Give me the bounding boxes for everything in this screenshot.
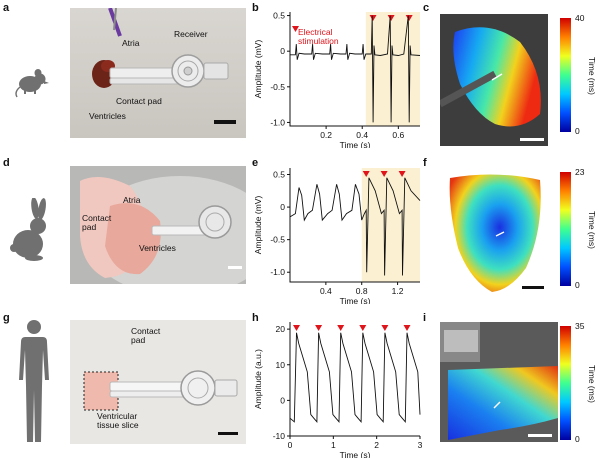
stimulation-marker (369, 15, 377, 21)
rabbit-icon (10, 198, 46, 261)
colorbar-min-f: 0 (575, 280, 580, 290)
trace-line (289, 332, 421, 423)
label-receiver-a: Receiver (174, 29, 208, 39)
x-axis-label: Time (s) (340, 450, 371, 458)
panel-letter-d: d (3, 157, 10, 169)
panel-g-photo (70, 320, 246, 444)
panel-letter-i: i (423, 312, 427, 324)
stimulation-marker (405, 15, 413, 21)
chart-axes (289, 168, 420, 283)
panel-c-colorbar (560, 18, 571, 132)
y-tick-label: -0.5 (270, 235, 285, 245)
label-contact-pad-a: Contact pad (116, 96, 162, 106)
colorbar-max-c: 40 (575, 13, 585, 23)
y-tick-label: -1.0 (270, 267, 285, 277)
trace-line (289, 177, 421, 276)
stimulation-marker (398, 171, 406, 177)
y-tick-label: 0 (280, 202, 285, 212)
x-tick-label: 0.4 (356, 130, 368, 140)
label-atria-d: Atria (123, 195, 141, 205)
y-axis-label: Amplitude (mV) (253, 196, 263, 255)
stimulation-marker (380, 171, 388, 177)
stimulation-marker (387, 15, 395, 21)
panel-e-chart: 0.4 0.8 1.2 0.5 0 -0.5 -1.0 Time (s) Amplitude (… (253, 168, 421, 304)
y-tick-label: 0.5 (273, 11, 285, 21)
label-ventricles-a: Ventricles (89, 111, 126, 121)
panel-d-photo (70, 166, 246, 284)
y-axis-label: Amplitude (a.u.) (253, 349, 263, 409)
trace-line (290, 15, 421, 123)
stimulation-annotation: Electrical stimulation (298, 27, 339, 46)
colorbar-title-f: Time (ms) (587, 211, 597, 249)
y-tick-label: -1.0 (270, 117, 285, 127)
x-tick-label: 1 (331, 440, 336, 450)
x-tick-label: 2 (374, 440, 379, 450)
panel-letter-f: f (423, 157, 427, 169)
colorbar-title-c: Time (ms) (587, 57, 597, 95)
stimulation-highlight (361, 168, 420, 282)
x-tick-label: 0.2 (320, 130, 332, 140)
panel-f-activation-map (440, 168, 548, 298)
label-atria-a: Atria (122, 38, 140, 48)
colorbar-title-i: Time (ms) (587, 365, 597, 403)
chart-axes (289, 12, 420, 127)
x-axis-label: Time (s) (340, 296, 371, 304)
x-tick-label: 0.8 (356, 286, 368, 296)
colorbar-max-f: 23 (575, 167, 585, 177)
x-axis-label: Time (s) (340, 140, 371, 148)
panel-letter-e: e (252, 157, 259, 169)
y-tick-label: 20 (276, 324, 286, 334)
stimulation-highlight (365, 12, 420, 126)
panel-letter-h: h (252, 312, 259, 324)
label-contact-pad-g: Contact pad (131, 326, 161, 345)
x-tick-label: 0.4 (320, 286, 332, 296)
panel-c-activation-map (440, 14, 548, 146)
x-tick-label: 3 (418, 440, 423, 450)
label-contact-pad-d: Contact pad (82, 213, 112, 232)
colorbar-min-i: 0 (575, 434, 580, 444)
colorbar-max-i: 35 (575, 321, 585, 331)
panel-i-colorbar (560, 326, 571, 440)
x-tick-label: 0 (288, 440, 293, 450)
y-tick-label: -10 (273, 431, 286, 441)
stimulation-marker (403, 325, 411, 331)
mouse-icon (15, 69, 49, 98)
stimulation-marker (293, 325, 300, 331)
y-tick-label: 0.5 (273, 170, 285, 180)
panel-letter-c: c (423, 2, 430, 14)
y-tick-label: 10 (276, 360, 286, 370)
y-tick-label: -0.5 (270, 82, 285, 92)
stimulation-marker (381, 325, 389, 331)
x-tick-label: 0.6 (392, 130, 404, 140)
panel-letter-a: a (3, 2, 10, 14)
stimulation-marker (359, 325, 367, 331)
human-icon (19, 320, 49, 442)
label-ventricular-slice-g: Ventricular tissue slice (97, 411, 139, 430)
panel-f-colorbar (560, 172, 571, 286)
stimulation-marker (362, 171, 370, 177)
panel-a-photo (70, 8, 246, 138)
stimulation-marker (315, 325, 323, 331)
panel-letter-g: g (3, 312, 10, 324)
panel-b-chart: 0.2 0.4 0.6 0.5 0 -0.5 -1.0 Time (s) Amplitude (… (253, 11, 421, 148)
label-ventricles-d: Ventricles (139, 243, 176, 253)
x-tick-label: 1.2 (392, 286, 404, 296)
colorbar-min-c: 0 (575, 126, 580, 136)
stimulation-marker (337, 325, 345, 331)
y-axis-label: Amplitude (mV) (253, 40, 263, 99)
stimulation-legend-marker (292, 26, 299, 32)
panel-letter-b: b (252, 2, 259, 14)
y-tick-label: 0 (280, 395, 285, 405)
panel-i-activation-map (440, 322, 558, 442)
y-tick-label: 0 (280, 46, 285, 56)
chart-axes (289, 322, 420, 437)
